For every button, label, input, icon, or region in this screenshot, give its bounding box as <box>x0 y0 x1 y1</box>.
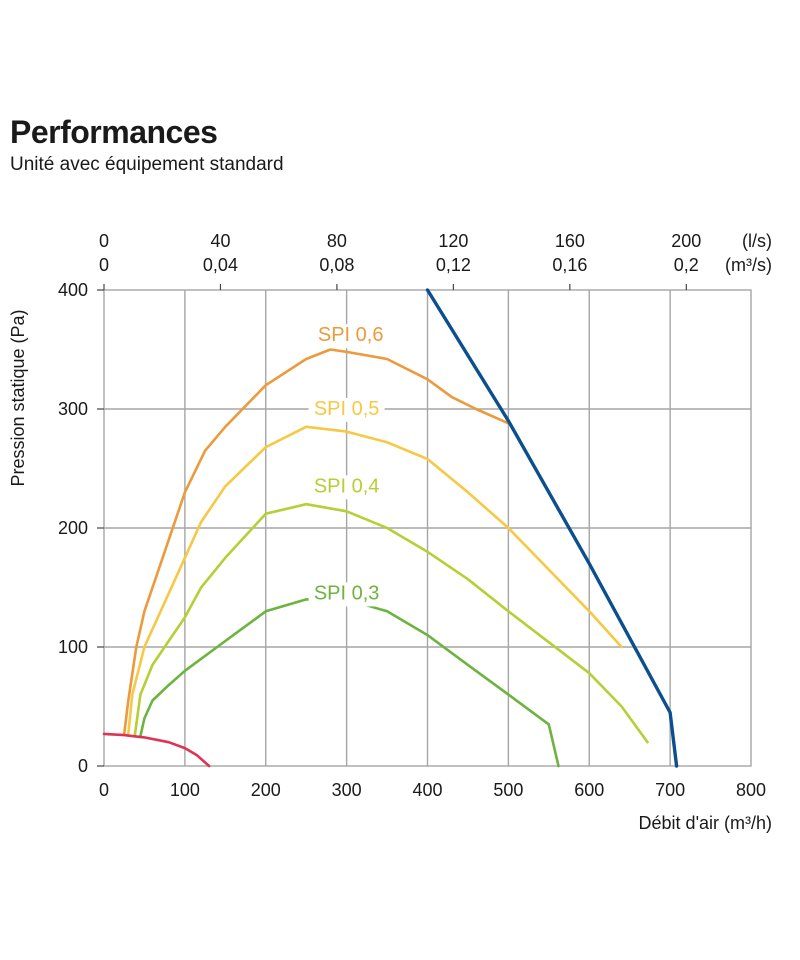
top-axis: 0 0 40 0,04 80 0,08 120 0,12 160 0,16 200 0,2 (l/s) (… <box>99 231 772 290</box>
top-axis-unit-ls: (l/s) <box>742 231 772 251</box>
series-line-spi05 <box>127 425 623 736</box>
page-subtitle: Unité avec équipement standard <box>10 154 284 175</box>
series-line-system <box>425 288 679 768</box>
top-tick-label-m3s: 0,08 <box>319 255 354 275</box>
y-tick-label: 100 <box>58 637 88 657</box>
series-line-low <box>102 732 211 768</box>
x-tick-label: 100 <box>170 780 200 800</box>
x-tick-label: 300 <box>332 780 362 800</box>
top-tick-label-m3s: 0,04 <box>203 255 238 275</box>
top-tick-label-ls: 200 <box>671 231 701 251</box>
series-label-spi05: SPI 0,5 <box>314 398 380 420</box>
grid <box>104 290 751 766</box>
top-tick-label-ls: 160 <box>555 231 585 251</box>
x-tick-label: 500 <box>493 780 523 800</box>
top-tick-label-ls: 80 <box>327 231 347 251</box>
series-label-bg <box>308 397 385 422</box>
top-tick-label-m3s: 0 <box>99 255 109 275</box>
series-label-spi04: SPI 0,4 <box>314 475 380 497</box>
series-lines <box>102 288 679 768</box>
top-tick-label-ls: 120 <box>438 231 468 251</box>
x-tick-label: 700 <box>655 780 685 800</box>
series-label-bg <box>312 324 389 349</box>
top-tick-label-m3s: 0,16 <box>552 255 587 275</box>
top-tick-label-ls: 40 <box>210 231 230 251</box>
series-label-spi03: SPI 0,3 <box>314 582 380 604</box>
x-tick-label: 400 <box>412 780 442 800</box>
series-label-spi06: SPI 0,6 <box>318 324 384 346</box>
y-tick-label: 200 <box>58 518 88 538</box>
x-axis-label: Débit d'air (m³/h) <box>639 813 772 833</box>
top-tick-label-m3s: 0,12 <box>436 255 471 275</box>
x-tick-label: 800 <box>736 780 766 800</box>
y-tick-label: 400 <box>58 280 88 300</box>
series-line-spi06 <box>122 348 510 736</box>
series-label-bg <box>308 582 385 607</box>
top-tick-label-m3s: 0,2 <box>674 255 699 275</box>
y-tick-labels: 0 100 200 300 400 <box>58 280 104 776</box>
x-tick-label: 0 <box>99 780 109 800</box>
x-tick-labels: 0 100 200 300 400 500 600 700 800 <box>99 780 766 800</box>
top-tick-label-ls: 0 <box>99 231 109 251</box>
series-label-bg <box>308 475 385 500</box>
series-labels: SPI 0,6 SPI 0,5 SPI 0,4 SPI 0,3 <box>308 324 389 607</box>
x-tick-label: 600 <box>574 780 604 800</box>
y-axis-label: Pression statique (Pa) <box>8 309 28 486</box>
y-tick-label: 300 <box>58 399 88 419</box>
series-line-spi03 <box>139 598 560 768</box>
page-title: Performances <box>10 114 218 150</box>
y-tick-label: 0 <box>78 756 88 776</box>
x-tick-label: 200 <box>251 780 281 800</box>
series-line-spi04 <box>133 502 649 744</box>
top-axis-unit-m3s: (m³/s) <box>725 255 772 275</box>
